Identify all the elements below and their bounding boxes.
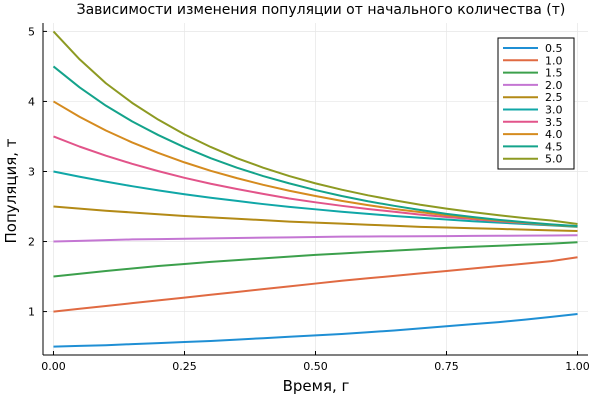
y-tick-label: 4 [28,95,35,108]
y-tick-label: 5 [28,25,35,38]
x-tick-label: 0.00 [41,360,66,373]
series-line-0.5 [53,313,578,348]
x-tick-label: 0.50 [303,360,328,373]
series-line-1.0 [53,256,578,313]
y-axis-title: Популяция, т [2,138,20,243]
y-tick-label: 1 [28,306,35,319]
x-tick-label: 1.00 [565,360,590,373]
legend-label: 5.0 [545,153,563,166]
series-line-2.0 [53,234,578,243]
legend-box [497,37,575,170]
legend-label: 3.0 [545,104,563,117]
y-tick-label: 3 [28,165,35,178]
y-axis-ticks: 1 2 3 4 5 [28,25,47,319]
legend-label: 3.5 [545,116,563,129]
chart-title: Зависимости изменения популяции от начал… [77,2,566,18]
series-line-1.5 [53,241,578,278]
series-line-4.5 [52,65,578,228]
legend-label: 1.0 [545,54,563,67]
x-axis-title: Время, г [283,377,350,395]
legend-label: 4.5 [545,140,563,153]
series-line-5.0 [52,30,578,226]
y-tick-label: 2 [28,236,35,249]
series-line-2.5 [53,205,578,233]
x-axis-ticks: 0.00 0.25 0.50 0.75 1.00 [41,351,590,373]
plot-area: 0.00 0.25 0.50 0.75 1.00 1 2 3 4 5 [28,23,590,373]
grid [43,23,588,355]
series-lines [52,30,578,348]
legend-label: 1.5 [545,67,563,80]
legend-label: 2.5 [545,91,563,104]
x-tick-label: 0.75 [434,360,459,373]
x-tick-label: 0.25 [172,360,197,373]
legend-label: 4.0 [545,128,563,141]
legend-label: 0.5 [545,42,563,55]
series-line-3.0 [53,170,578,228]
legend-label: 2.0 [545,79,563,92]
legend: 0.51.01.52.02.53.03.54.04.55.0 [497,37,575,170]
